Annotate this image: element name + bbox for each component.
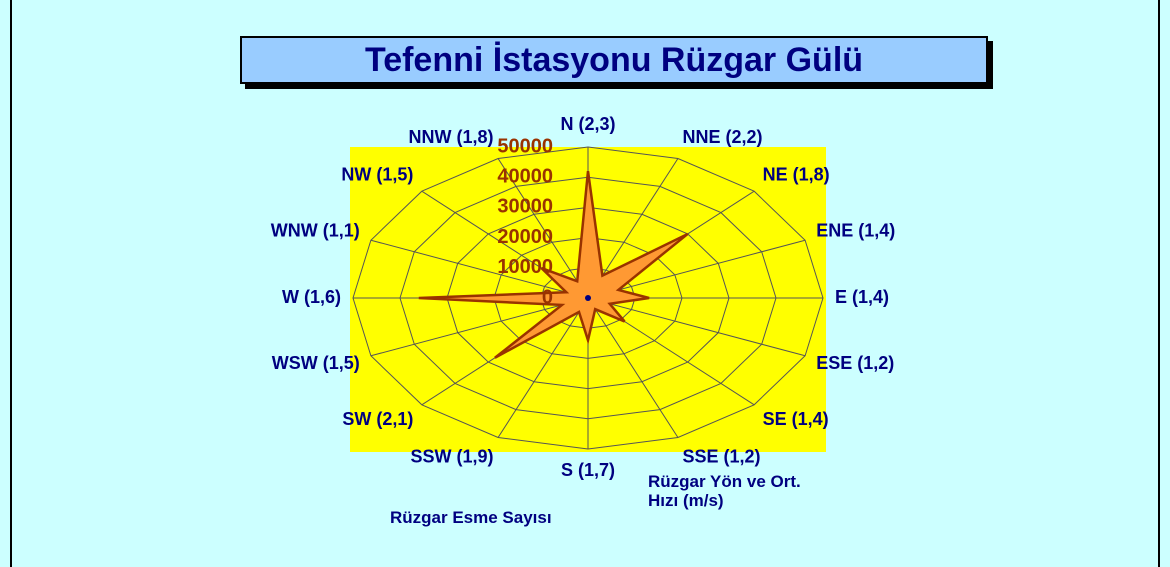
chart-title: Tefenni İstasyonu Rüzgar Gülü <box>240 36 988 84</box>
category-label: WNW (1,1) <box>271 221 360 241</box>
category-label: SE (1,4) <box>763 409 829 429</box>
frame <box>10 0 1160 567</box>
category-label: NE (1,8) <box>763 164 830 184</box>
category-label: ESE (1,2) <box>816 353 894 373</box>
y-tick-label: 50000 <box>497 135 553 157</box>
spoke <box>587 297 679 438</box>
spoke <box>587 297 806 357</box>
spoke <box>587 239 806 299</box>
category-label: WSW (1,5) <box>272 353 360 373</box>
y-tick-label: 0 <box>542 286 553 308</box>
legend-entry: Rüzgar Esme Sayısı <box>390 508 552 527</box>
center-marker <box>585 295 591 301</box>
y-tick-label: 30000 <box>497 196 553 218</box>
category-label: ENE (1,4) <box>816 221 895 241</box>
category-label: E (1,4) <box>835 287 889 307</box>
category-label: SSE (1,2) <box>683 447 761 467</box>
category-label: N (2,3) <box>560 114 615 134</box>
spoke <box>370 297 589 357</box>
category-label: SSW (1,9) <box>410 447 493 467</box>
spoke <box>497 158 589 299</box>
y-tick-label: 20000 <box>497 226 553 248</box>
category-label: NW (1,5) <box>341 164 413 184</box>
y-tick-label: 40000 <box>497 165 553 187</box>
spoke <box>370 239 589 299</box>
y-tick-label: 10000 <box>497 256 553 278</box>
series-area <box>418 170 689 359</box>
category-label: SW (2,1) <box>342 409 413 429</box>
category-label: NNE (2,2) <box>683 127 763 147</box>
category-label: W (1,6) <box>282 287 341 307</box>
axis-title: Rüzgar Yön ve Ort. Hızı (m/s) <box>648 472 801 510</box>
spoke <box>497 297 589 438</box>
category-label: NNW (1,8) <box>408 127 493 147</box>
category-label: S (1,7) <box>561 460 615 480</box>
